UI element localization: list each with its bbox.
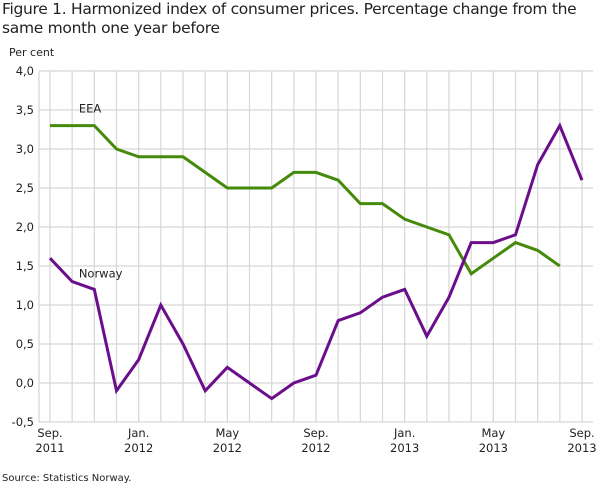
x-tick-label: Jan.: [127, 426, 149, 440]
y-axis-ticks: -0,5 0,0 0,5 1,0 1,5 2,0 2,5 3,0 3,5 4,0: [12, 64, 34, 429]
series-label-norway: Norway: [79, 267, 123, 281]
y-tick-label: 3,0: [16, 142, 34, 156]
grid: [38, 70, 593, 423]
x-axis-ticks: Sep.2011Jan.2012May2012Sep.2012Jan.2013M…: [35, 426, 596, 455]
y-tick-label: 1,5: [16, 259, 34, 273]
series-labels: EEA Norway: [79, 101, 123, 280]
y-tick-label: 0,0: [16, 376, 34, 390]
x-tick-label: Sep.: [37, 426, 62, 440]
x-tick-label: May: [215, 426, 239, 440]
x-tick-label-year: 2012: [213, 441, 242, 455]
y-tick-label: 3,5: [16, 103, 34, 117]
x-tick-label: Jan.: [393, 426, 415, 440]
y-tick-label: -0,5: [12, 415, 34, 429]
x-tick-label-year: 2012: [124, 441, 153, 455]
y-tick-label: 4,0: [16, 64, 34, 78]
x-tick-label: Sep.: [569, 426, 594, 440]
x-tick-label: May: [481, 426, 505, 440]
source-note: Source: Statistics Norway.: [2, 473, 132, 484]
y-tick-label: 0,5: [16, 337, 34, 351]
x-tick-label-year: 2013: [567, 441, 596, 455]
x-tick-label: Sep.: [303, 426, 328, 440]
chart-title: Figure 1. Harmonized index of consumer p…: [2, 0, 577, 37]
series-lines: [48, 122, 584, 401]
x-tick-label-year: 2011: [35, 441, 64, 455]
series-label-eea: EEA: [79, 101, 102, 115]
y-tick-label: 2,5: [16, 181, 34, 195]
x-tick-label-year: 2012: [301, 441, 330, 455]
series-line-eea: [50, 124, 561, 276]
y-tick-label: 1,0: [16, 298, 34, 312]
y-axis-unit-label: Per cent: [9, 46, 55, 59]
x-tick-label-year: 2013: [390, 441, 419, 455]
y-tick-label: 2,0: [16, 220, 34, 234]
x-tick-label-year: 2013: [479, 441, 508, 455]
